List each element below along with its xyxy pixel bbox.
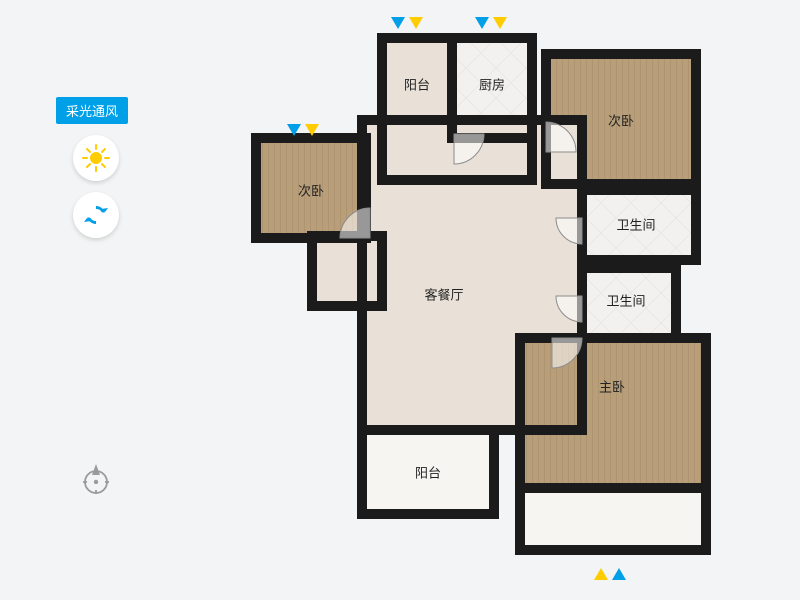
refresh-icon <box>83 202 109 228</box>
vent-arrow-top-left <box>391 17 423 29</box>
label-balcony-top: 阳台 <box>404 77 430 92</box>
sun-icon <box>82 144 110 172</box>
sun-button[interactable] <box>73 135 119 181</box>
label-bedroom-ne: 次卧 <box>608 113 634 128</box>
label-bedroom-nw: 次卧 <box>298 183 324 198</box>
label-balcony-bot-l: 阳台 <box>415 465 441 480</box>
refresh-button[interactable] <box>73 192 119 238</box>
compass-icon <box>79 462 113 496</box>
vent-arrow-bottom <box>594 568 626 580</box>
label-living: 客餐厅 <box>424 287 463 302</box>
room-balcony-bot-r <box>520 488 706 550</box>
lighting-ventilation-badge: 采光通风 <box>56 97 128 124</box>
room-master <box>520 338 706 488</box>
vent-arrow-bedroom-left <box>287 124 319 136</box>
label-bath-1: 卫生间 <box>616 217 655 232</box>
label-bath-2: 卫生间 <box>606 293 645 308</box>
room-living-arm <box>312 236 382 306</box>
vent-arrow-top-right <box>475 17 507 29</box>
floor-plan: 阳台厨房次卧次卧客餐厅卫生间卫生间主卧阳台 <box>256 38 712 562</box>
label-master: 主卧 <box>599 379 625 394</box>
label-kitchen: 厨房 <box>479 77 505 92</box>
floor-plan-svg: 阳台厨房次卧次卧客餐厅卫生间卫生间主卧阳台 <box>256 38 712 562</box>
